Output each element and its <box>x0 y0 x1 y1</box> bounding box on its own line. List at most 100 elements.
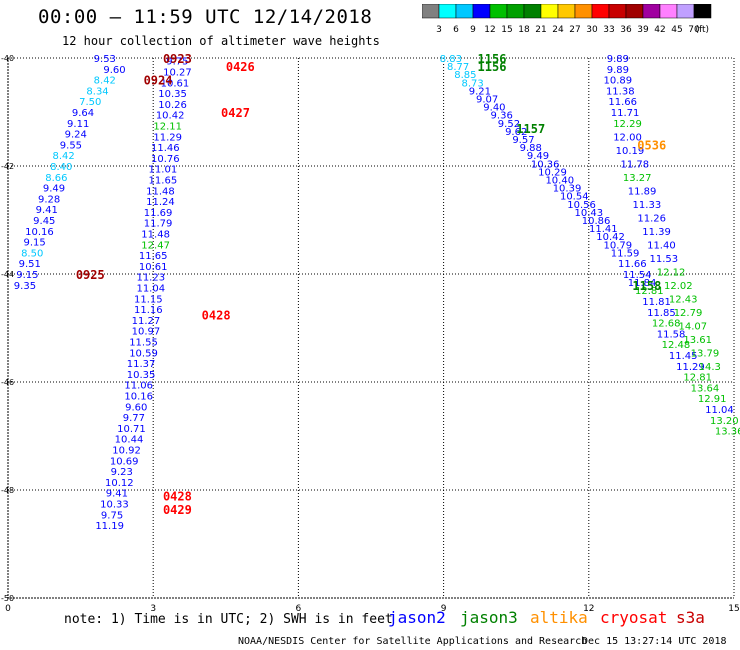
chart-title: 00:00 – 11:59 UTC 12/14/2018 <box>38 6 373 28</box>
footer-credit: NOAA/NESDIS Center for Satellite Applica… <box>238 636 588 647</box>
scale-tick-label: 70 <box>688 25 700 35</box>
y-tick-label: -48 <box>1 486 14 495</box>
track-time-label: 0428 <box>163 489 192 503</box>
swh-value-label: 11.48 <box>146 186 175 197</box>
swh-value-label: 11.81 <box>642 297 671 308</box>
swh-value-label: 11.46 <box>151 143 180 154</box>
swh-value-label: 11.04 <box>136 284 165 295</box>
swh-value-label: 10.26 <box>158 100 187 111</box>
scale-tick-label: 27 <box>569 25 580 35</box>
scale-unit: (ft) <box>695 25 709 35</box>
swh-value-label: 10.35 <box>127 370 156 381</box>
swh-value-label: 12.29 <box>613 119 642 130</box>
swh-value-label: 9.15 <box>23 238 45 249</box>
swh-value-label: 11.15 <box>134 294 163 305</box>
swh-value-label: 10.19 <box>616 146 645 157</box>
swh-value-label: 7.50 <box>79 97 101 108</box>
swh-value-label: 11.66 <box>608 97 637 108</box>
swh-value-label: 10.12 <box>105 478 134 489</box>
swh-value-label: 11.65 <box>139 251 168 262</box>
track-time-label: 0428 <box>202 309 231 323</box>
swh-value-label: 9.40 <box>483 103 505 114</box>
swh-value-label: 9.23 <box>111 467 133 478</box>
swh-value-label: 12.81 <box>635 286 664 297</box>
swh-value-label: 10.79 <box>604 240 633 251</box>
swh-value-label: 10.71 <box>117 424 146 435</box>
scale-tick-label: 39 <box>637 25 649 35</box>
swh-value-label: 12.00 <box>613 132 642 143</box>
swh-value-label: 8.40 <box>50 162 72 173</box>
swh-value-label: 9.60 <box>125 402 147 413</box>
y-tick-label: -50 <box>1 594 14 603</box>
swh-value-label: 10.59 <box>129 348 158 359</box>
swh-value-label: 9.24 <box>65 130 87 141</box>
swh-value-label: 11.24 <box>146 197 175 208</box>
scale-tick-label: 9 <box>470 25 476 35</box>
swh-value-label: 9.41 <box>36 205 58 216</box>
swh-value-label: 12.02 <box>664 281 693 292</box>
swh-value-label: 10.16 <box>124 392 153 403</box>
color-scale-legend: 3 6 9 12 15 18 21 24 27 30 33 36 39 42 45 70(ft) <box>422 4 712 35</box>
track-time-label: 0429 <box>163 503 192 517</box>
scale-tick-label: 12 <box>484 25 495 35</box>
swh-value-label: 8.42 <box>53 151 75 162</box>
swh-value-label: 11.89 <box>628 186 657 197</box>
y-tick-label: -42 <box>1 162 14 171</box>
swh-value-label: 10.92 <box>112 446 141 457</box>
swh-value-label: 11.84 <box>628 278 657 289</box>
x-tick-label: 3 <box>150 604 156 614</box>
swh-value-label: 11.19 <box>95 521 124 532</box>
swh-value-label: 9.75 <box>101 510 123 521</box>
swh-value-label: 10.86 <box>582 216 611 227</box>
swh-value-label: 11.27 <box>132 316 161 327</box>
track-time-label: 0924 <box>144 74 173 88</box>
swh-value-label: 9.45 <box>33 216 55 227</box>
y-tick-label: -44 <box>1 270 14 279</box>
swh-value-label: 12.11 <box>153 122 182 133</box>
swh-value-label: 9.57 <box>512 135 534 146</box>
swh-value-label: 9.52 <box>498 119 520 130</box>
scale-tick-label: 3 <box>436 25 442 35</box>
swh-value-label: 10.36 <box>531 159 560 170</box>
swh-value-label: 11.54 <box>623 270 652 281</box>
track-time-label: 0536 <box>637 138 666 152</box>
swh-value-label: 11.26 <box>637 213 666 224</box>
scale-swatch <box>693 4 712 19</box>
swh-value-label: 12.91 <box>698 394 727 405</box>
swh-value-label: 9.35 <box>14 281 36 292</box>
swh-value-label: 11.01 <box>149 165 178 176</box>
swh-value-label: 12.12 <box>657 267 686 278</box>
swh-value-label: 8.73 <box>462 78 484 89</box>
footer-timestamp: Dec 15 13:27:14 UTC 2018 <box>582 636 727 647</box>
swh-value-label: 8.77 <box>447 62 469 73</box>
swh-value-label: 13.20 <box>710 416 739 427</box>
swh-value-label: 11.53 <box>649 254 678 265</box>
swh-value-label: 9.21 <box>469 86 491 97</box>
swh-value-label: 12.81 <box>683 373 712 384</box>
swh-value-label: 9.89 <box>607 65 629 76</box>
swh-value-label: 9.53 <box>94 54 116 65</box>
scale-tick-label: 36 <box>620 25 632 35</box>
swh-value-label: 8.42 <box>94 76 116 87</box>
swh-value-label: 11.78 <box>620 159 649 170</box>
y-tick-label: -46 <box>1 378 14 387</box>
scale-tick-label: 30 <box>586 25 598 35</box>
y-tick-label: -40 <box>1 54 14 63</box>
x-tick-label: 12 <box>583 604 594 614</box>
scale-tick-label: 21 <box>535 25 546 35</box>
swh-value-label: 9.64 <box>72 108 94 119</box>
swh-value-label: 9.36 <box>491 111 513 122</box>
scale-tick-label: 24 <box>552 25 564 35</box>
legend-sat-altika: altika <box>530 608 588 627</box>
swh-value-label: 10.69 <box>110 456 139 467</box>
swh-value-label: 9.41 <box>106 489 128 500</box>
track-time-label: 0925 <box>76 268 105 282</box>
swh-value-label: 9.28 <box>38 194 60 205</box>
swh-value-label: 11.45 <box>669 351 698 362</box>
legend-sat-s3a: s3a <box>676 608 705 627</box>
x-tick-label: 6 <box>296 604 302 614</box>
swh-value-label: 10.97 <box>132 327 161 338</box>
swh-value-label: 14.07 <box>679 321 708 332</box>
swh-value-label: 8.50 <box>21 248 43 259</box>
